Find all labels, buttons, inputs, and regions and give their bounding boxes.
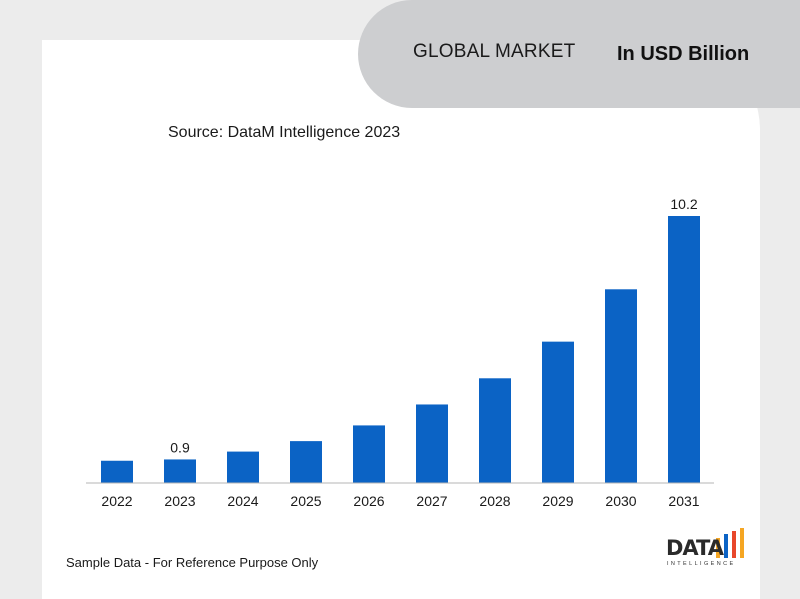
bar-2022 [101, 460, 133, 483]
bar-2023 [164, 459, 196, 483]
bar-2024 [227, 451, 259, 483]
x-tick-label: 2026 [353, 493, 384, 509]
chart-title: GLOBAL MARKET [413, 41, 576, 62]
data-labels-group: 0.9 10.2 [170, 196, 698, 455]
source-label: Source: DataM Intelligence 2023 [168, 124, 401, 141]
x-tick-label: 2023 [164, 493, 195, 509]
bar-2029 [542, 341, 574, 483]
x-tick-label: 2027 [416, 493, 447, 509]
chart-card [42, 40, 760, 599]
x-tick-labels-group: 2022 2023 2024 2025 2026 2027 2028 2029 2030 2031 [101, 493, 699, 509]
x-tick-label: 2022 [101, 493, 132, 509]
x-tick-label: 2028 [479, 493, 510, 509]
datam-logo: DATA INTELLIGENCE [664, 528, 754, 570]
header-banner [358, 0, 800, 108]
logo-bars-icon [716, 528, 744, 558]
x-tick-label: 2029 [542, 493, 573, 509]
x-tick-label: 2024 [227, 493, 258, 509]
x-tick-label: 2030 [605, 493, 636, 509]
data-label: 10.2 [670, 196, 697, 212]
bar-2028 [479, 378, 511, 483]
bar-2031 [668, 216, 700, 483]
bars-group [101, 216, 700, 483]
bar-2026 [353, 425, 385, 483]
bar-2027 [416, 404, 448, 483]
x-tick-label: 2031 [668, 493, 699, 509]
unit-label: In USD Billion [617, 43, 750, 65]
bar-2025 [290, 441, 322, 483]
logo-subtitle: INTELLIGENCE [667, 561, 736, 567]
x-tick-label: 2025 [290, 493, 321, 509]
data-label: 0.9 [170, 439, 190, 455]
footer-disclaimer: Sample Data - For Reference Purpose Only [66, 555, 319, 570]
bar-2030 [605, 289, 637, 483]
logo-wordmark: DATA [666, 536, 724, 560]
